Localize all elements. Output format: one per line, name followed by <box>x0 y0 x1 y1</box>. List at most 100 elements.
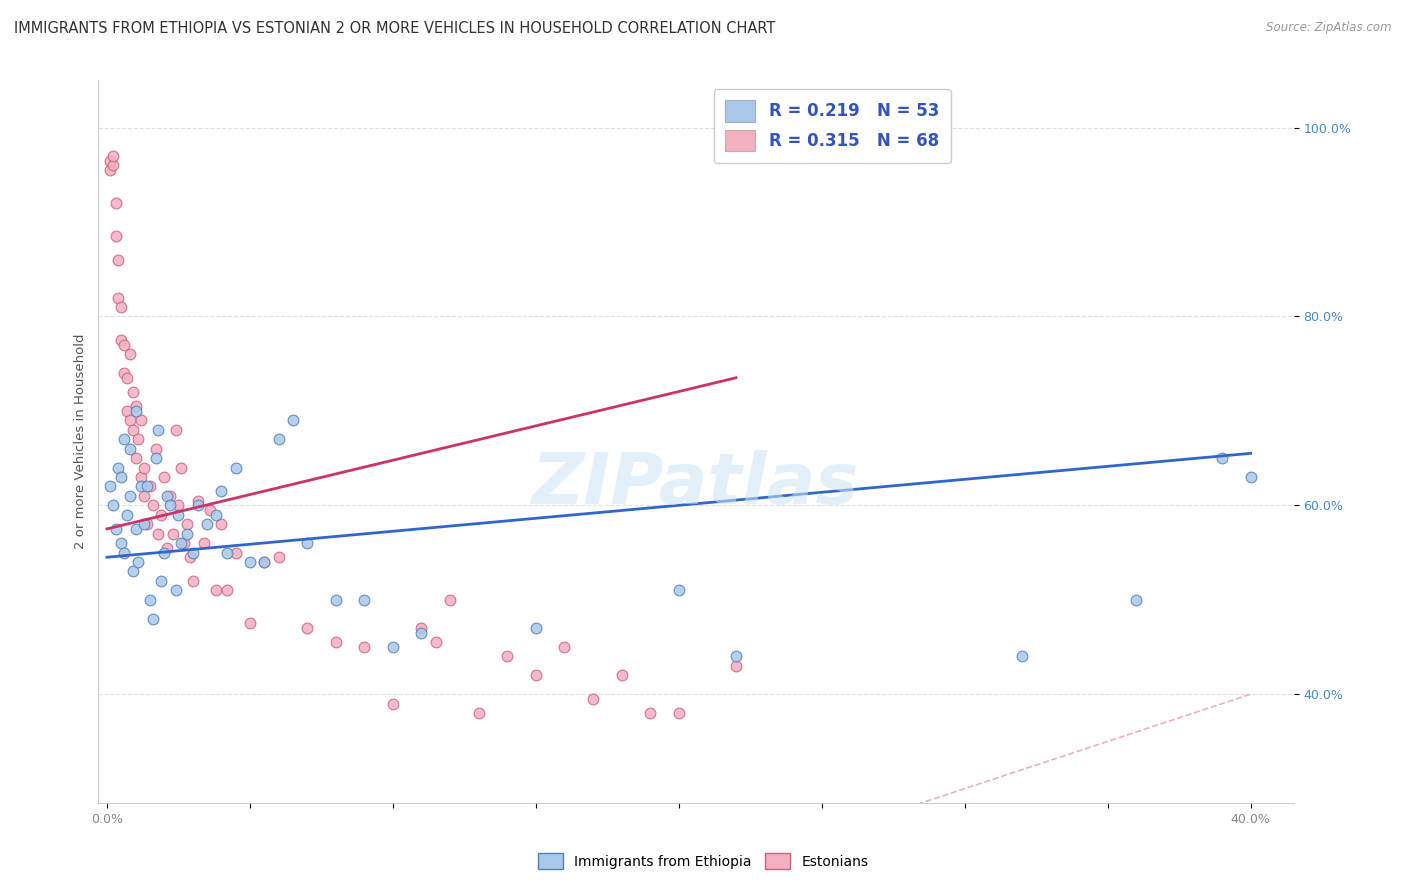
Point <box>198 503 221 517</box>
Point <box>110 333 132 347</box>
Point <box>136 479 159 493</box>
Point <box>253 555 276 569</box>
Point <box>101 158 124 172</box>
Point <box>107 252 129 267</box>
Point <box>145 451 167 466</box>
Point <box>467 706 489 720</box>
Point <box>139 479 162 493</box>
Legend: Immigrants from Ethiopia, Estonians: Immigrants from Ethiopia, Estonians <box>530 847 876 876</box>
Text: Source: ZipAtlas.com: Source: ZipAtlas.com <box>1267 21 1392 34</box>
Point <box>145 442 167 456</box>
Point <box>239 616 262 631</box>
Point <box>134 460 156 475</box>
Point <box>107 291 129 305</box>
Point <box>159 489 181 503</box>
Point <box>295 536 318 550</box>
Point <box>104 229 127 244</box>
Point <box>121 565 143 579</box>
Point <box>118 442 141 456</box>
Point <box>295 621 318 635</box>
Point <box>156 489 179 503</box>
Point <box>195 517 218 532</box>
Text: IMMIGRANTS FROM ETHIOPIA VS ESTONIAN 2 OR MORE VEHICLES IN HOUSEHOLD CORRELATION: IMMIGRANTS FROM ETHIOPIA VS ESTONIAN 2 O… <box>14 21 776 36</box>
Point <box>411 621 433 635</box>
Point <box>124 451 146 466</box>
Point <box>179 550 201 565</box>
Point <box>127 432 149 446</box>
Point <box>118 489 141 503</box>
Point <box>553 640 575 654</box>
Point <box>165 583 187 598</box>
Point <box>98 153 121 168</box>
Point <box>134 517 156 532</box>
Point <box>142 498 165 512</box>
Point <box>353 640 375 654</box>
Point <box>118 347 141 361</box>
Point <box>156 541 179 555</box>
Point <box>204 583 226 598</box>
Point <box>112 432 135 446</box>
Point <box>150 508 173 522</box>
Point <box>1211 451 1233 466</box>
Point <box>668 583 690 598</box>
Point <box>139 592 162 607</box>
Point <box>153 545 176 559</box>
Point <box>1239 470 1261 484</box>
Point <box>253 555 276 569</box>
Point <box>170 536 193 550</box>
Point <box>112 337 135 351</box>
Point <box>134 489 156 503</box>
Point <box>181 545 204 559</box>
Point <box>353 592 375 607</box>
Point <box>148 423 170 437</box>
Point <box>165 423 187 437</box>
Legend: R = 0.219   N = 53, R = 0.315   N = 68: R = 0.219 N = 53, R = 0.315 N = 68 <box>713 88 950 163</box>
Point <box>411 625 433 640</box>
Point <box>170 460 193 475</box>
Point <box>136 517 159 532</box>
Point <box>425 635 447 649</box>
Point <box>110 300 132 314</box>
Point <box>267 432 290 446</box>
Point <box>193 536 215 550</box>
Point <box>131 479 153 493</box>
Point <box>267 550 290 565</box>
Point <box>638 706 661 720</box>
Point <box>104 196 127 211</box>
Point <box>148 526 170 541</box>
Point <box>153 470 176 484</box>
Point <box>225 545 247 559</box>
Point <box>582 692 605 706</box>
Point <box>1125 592 1147 607</box>
Point <box>724 649 747 664</box>
Point <box>124 399 146 413</box>
Point <box>239 555 262 569</box>
Point <box>112 366 135 380</box>
Point <box>142 612 165 626</box>
Point <box>209 484 232 499</box>
Point <box>115 404 138 418</box>
Point <box>325 592 347 607</box>
Point <box>217 545 239 559</box>
Point <box>724 658 747 673</box>
Point <box>98 479 121 493</box>
Point <box>173 536 195 550</box>
Point <box>110 536 132 550</box>
Point <box>281 413 304 427</box>
Point <box>1011 649 1033 664</box>
Point <box>496 649 519 664</box>
Point <box>225 460 247 475</box>
Point <box>131 413 153 427</box>
Point <box>187 498 209 512</box>
Point <box>124 404 146 418</box>
Point <box>118 413 141 427</box>
Point <box>187 493 209 508</box>
Point <box>131 470 153 484</box>
Point <box>104 522 127 536</box>
Point <box>115 371 138 385</box>
Point <box>121 423 143 437</box>
Point <box>176 526 198 541</box>
Point <box>101 498 124 512</box>
Point <box>98 163 121 178</box>
Point <box>610 668 633 682</box>
